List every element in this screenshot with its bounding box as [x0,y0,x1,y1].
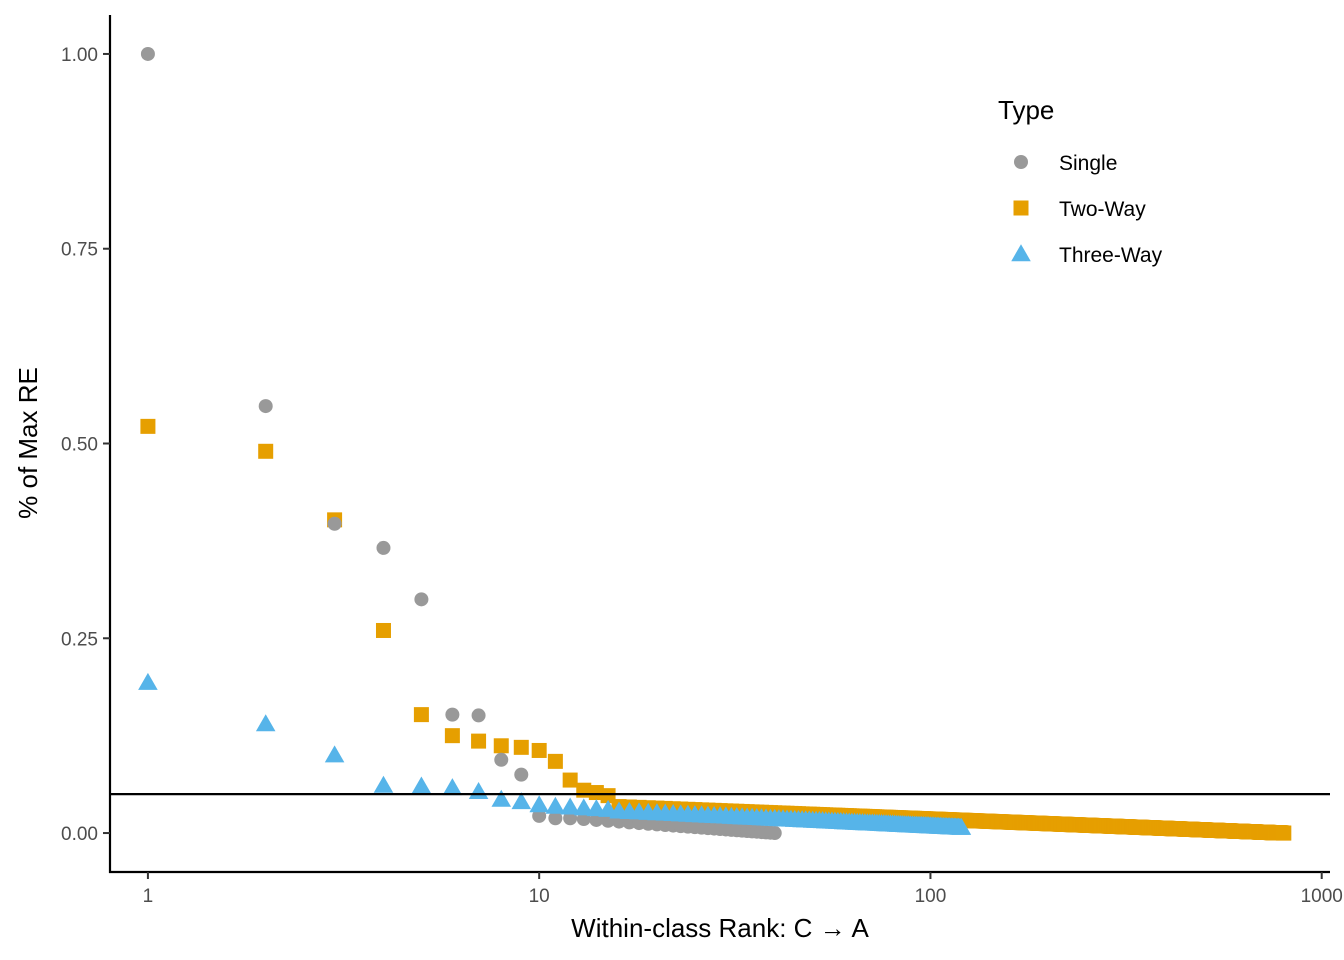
data-point [951,817,972,835]
data-point [442,778,463,796]
legend-key [1014,155,1028,169]
data-point [529,795,549,813]
legend-item-three-way: Three-Way [1011,244,1163,267]
x-tick-label: 1000 [1301,886,1343,907]
data-point [767,826,782,841]
data-point [258,443,274,459]
legend-key [1013,200,1029,216]
legend-label: Three-Way [1059,244,1163,267]
data-point [588,785,604,801]
y-axis-ticks: 0.00 0.25 0.50 0.75 1.00 [61,45,110,845]
y-tick-label: 0.50 [61,435,98,456]
data-point [445,707,460,722]
data-point [1276,825,1292,841]
data-point [471,708,486,723]
legend-label: Two-Way [1059,198,1146,221]
data-point [411,776,432,794]
data-point [531,742,547,758]
data-point [511,792,532,810]
series-three-way [138,672,972,835]
data-point [493,738,509,754]
data-point [255,714,276,732]
data-point [138,672,158,690]
data-point [562,772,578,788]
data-point [491,789,512,807]
y-tick-label: 0.00 [61,824,98,845]
data-point [258,399,273,414]
data-point [375,622,391,638]
data-point [547,753,563,769]
x-tick-label: 100 [915,886,947,907]
points-layer [138,46,1292,841]
data-point [327,516,342,531]
y-axis-title: % of Max RE [13,367,43,519]
legend-item-single: Single [1014,152,1117,175]
x-tick-label: 1 [143,886,154,907]
legend-key [1011,244,1031,262]
data-point [140,46,155,61]
data-point [548,811,563,826]
legend-item-two-way: Two-Way [1013,198,1146,221]
data-point [471,733,487,749]
series-two-way [140,418,1292,841]
y-tick-label: 1.00 [61,45,98,66]
legend-title: Type [998,95,1054,125]
data-point [376,540,391,555]
legend-items: Single Two-Way Three-Way [1011,152,1163,267]
data-point [140,418,156,434]
data-point [494,752,509,767]
data-point [414,592,429,607]
x-axis-title: Within-class Rank: C → A [571,913,869,943]
data-point [563,811,578,826]
data-point [468,781,489,799]
y-tick-label: 0.75 [61,240,98,261]
data-point [373,775,394,793]
data-point [545,796,566,814]
data-point [513,739,529,755]
x-axis-ticks: 1 10 100 1000 [143,872,1343,907]
y-tick-label: 0.25 [61,629,98,650]
data-point [573,798,594,816]
data-point [532,808,547,823]
legend: Type Single Two-Way Three-Way [998,95,1163,267]
data-point [514,767,529,782]
data-point [560,797,580,815]
legend-label: Single [1059,152,1117,175]
data-point [444,728,460,744]
data-point [324,745,345,763]
series-single [140,46,782,841]
x-tick-label: 10 [529,886,550,907]
data-point [413,707,429,723]
